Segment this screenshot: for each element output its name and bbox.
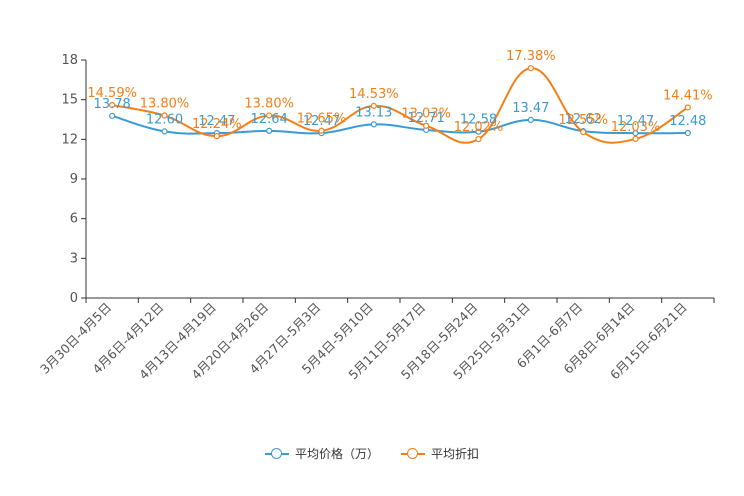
data-label-avg-discount: 13.80% [244, 97, 294, 112]
y-tick-label: 12 [61, 132, 78, 147]
data-label-avg-discount: 13.80% [140, 97, 190, 112]
data-label-avg-discount: 14.53% [349, 87, 399, 102]
data-point-avg-price[interactable] [527, 116, 534, 123]
legend-marker-avg-discount [401, 447, 425, 460]
y-tick-label: 15 [61, 93, 78, 108]
data-label-avg-price: 13.47 [512, 101, 549, 116]
y-tick-label: 3 [70, 251, 78, 266]
data-label-avg-discount: 12.65% [297, 112, 347, 127]
data-point-avg-discount[interactable] [266, 112, 273, 119]
data-label-avg-price: 12.48 [669, 114, 706, 129]
data-label-avg-discount: 14.59% [87, 86, 137, 101]
data-label-avg-discount: 13.03% [401, 107, 451, 122]
data-point-avg-price[interactable] [109, 112, 116, 119]
data-label-avg-price: 13.13 [355, 105, 392, 120]
y-tick-label: 0 [70, 291, 78, 306]
y-tick-label: 9 [70, 172, 78, 187]
data-label-avg-discount: 12.03% [611, 120, 661, 135]
data-label-avg-discount: 14.41% [663, 88, 713, 103]
data-label-avg-price: 13.78 [94, 97, 131, 112]
data-point-avg-price[interactable] [632, 130, 639, 137]
data-label-avg-discount: 12.24% [192, 117, 242, 132]
data-point-avg-discount[interactable] [475, 135, 482, 143]
series-line-avg-price [111, 114, 688, 135]
data-point-avg-discount[interactable] [423, 122, 430, 129]
data-label-avg-price: 12.60 [146, 112, 183, 127]
data-point-avg-price[interactable] [475, 128, 482, 135]
legend-label-avg-price: 平均价格（万） [294, 447, 379, 461]
data-label-avg-price: 12.64 [251, 112, 288, 127]
data-label-avg-price: 12.47 [617, 114, 654, 129]
data-point-avg-discount[interactable] [161, 112, 168, 119]
data-point-avg-discount[interactable] [580, 128, 587, 136]
data-label-avg-price: 12.71 [408, 111, 445, 126]
legend-item-avg-discount[interactable]: 平均折扣 [401, 445, 479, 462]
data-point-avg-discount[interactable] [109, 101, 116, 109]
y-tick-label: 6 [70, 212, 78, 227]
data-point-avg-discount[interactable] [684, 104, 691, 111]
data-point-avg-price[interactable] [161, 128, 168, 135]
data-label-avg-discount: 12.55% [558, 113, 608, 128]
data-point-avg-price[interactable] [684, 129, 691, 137]
data-label-avg-price: 12.47 [198, 114, 235, 129]
legend-marker-avg-price [264, 447, 289, 460]
data-label-avg-discount: 17.38% [506, 49, 556, 64]
data-point-avg-discount[interactable] [213, 133, 220, 140]
data-point-avg-discount[interactable] [318, 127, 325, 134]
legend-label-avg-discount: 平均折扣 [431, 447, 480, 461]
data-label-avg-price: 12.47 [303, 114, 340, 129]
data-label-avg-price: 12.62 [565, 112, 602, 127]
legend: 平均价格（万） 平均折扣 [0, 445, 744, 462]
y-tick-label: 18 [61, 53, 78, 68]
data-point-avg-price[interactable] [266, 127, 273, 134]
data-label-avg-discount: 12.02% [454, 120, 504, 135]
data-label-avg-price: 12.58 [460, 113, 497, 128]
legend-item-avg-price[interactable]: 平均价格（万） [264, 445, 379, 462]
data-point-avg-discount[interactable] [527, 65, 534, 72]
data-point-avg-discount[interactable] [370, 102, 377, 109]
data-point-avg-discount[interactable] [632, 135, 639, 143]
data-point-avg-price[interactable] [370, 121, 377, 128]
